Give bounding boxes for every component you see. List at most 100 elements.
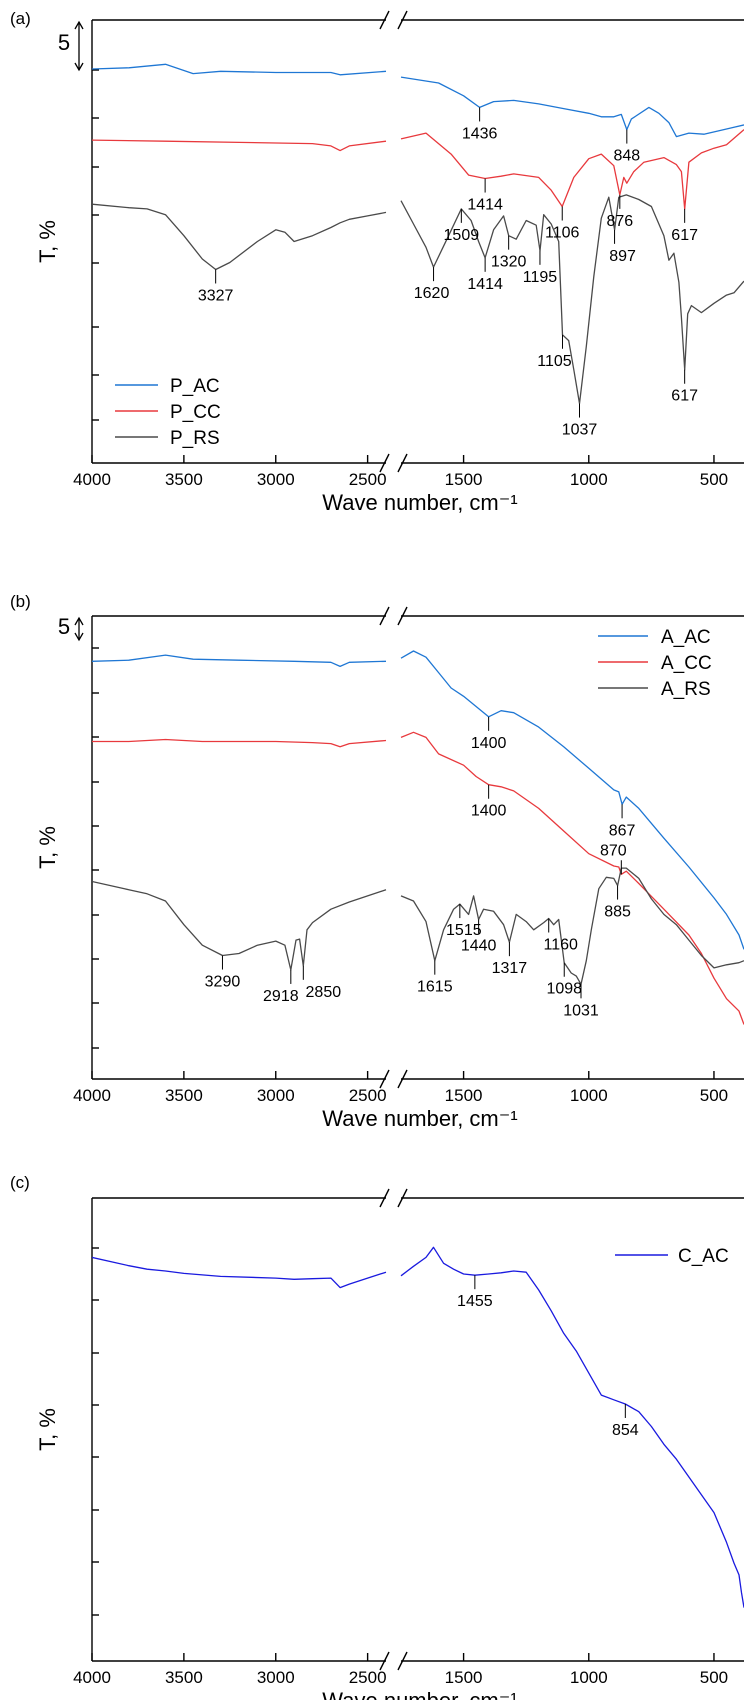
x-tick-label: 3500	[165, 1086, 203, 1105]
peak-annotation: 3327	[198, 269, 234, 304]
scale-bar-arrow-up	[74, 616, 84, 626]
panel-c: (c) 4000 3500 3000 2500 1500 1000 500 Wave numbe…	[10, 1173, 744, 1700]
peak-annotation: 1400	[471, 716, 507, 752]
annotation-label: 1320	[491, 254, 527, 271]
x-tick-label: 1500	[445, 470, 483, 489]
axis-break-mark-right	[397, 1188, 408, 1208]
peak-annotation: 867	[609, 804, 636, 839]
series-line-P_AC-low	[400, 76, 744, 138]
series-A_RS	[92, 867, 744, 985]
series-line-A_RS-low	[400, 867, 744, 985]
panel-label: (b)	[10, 592, 31, 611]
annotation-label: 617	[671, 388, 698, 405]
series-line-A_AC-high	[92, 654, 387, 668]
peak-annotation: 897	[609, 229, 636, 265]
legend-entry-A_CC: A_CC	[661, 653, 712, 674]
series-C_AC	[92, 1246, 744, 1608]
annotation-label: 870	[600, 842, 627, 859]
annotation-label: 1037	[562, 422, 598, 439]
y-ticks	[92, 69, 99, 421]
x-tick-label: 2500	[349, 1668, 387, 1687]
peak-annotation: 1509	[444, 208, 480, 244]
series-line-C_AC-low	[400, 1246, 744, 1608]
annotation-label: 1031	[563, 1002, 599, 1019]
x-tick-label: 4000	[73, 470, 111, 489]
peak-annotation: 1160	[544, 918, 578, 953]
peak-annotation: 876	[606, 194, 633, 230]
annotation-label: 3290	[205, 974, 241, 991]
peak-annotation: 1455	[457, 1275, 493, 1310]
axes-frame	[91, 10, 744, 473]
x-tick-label: 3000	[257, 1086, 295, 1105]
annotation-label: 2918	[263, 988, 299, 1005]
annotation-label: 1436	[462, 125, 498, 142]
annotation-label: 854	[612, 1422, 639, 1439]
x-tick-label: 3500	[165, 1668, 203, 1687]
legend-entry-P_AC: P_AC	[170, 376, 220, 397]
peak-annotation: 1400	[471, 784, 507, 820]
x-tick-label: 2500	[349, 1086, 387, 1105]
axis-break-mark-left	[379, 606, 390, 626]
axis-break-mark-left	[379, 10, 390, 30]
annotation-label: 897	[609, 248, 636, 265]
peak-annotation: 1440	[461, 919, 497, 955]
y-axis-label: T, %	[35, 220, 60, 263]
series-line-C_AC-high	[92, 1256, 387, 1289]
series-A_AC	[92, 650, 744, 950]
legend-entry-P_CC: P_CC	[170, 402, 221, 423]
annotation-label: 867	[609, 822, 636, 839]
axis-break-mark-right	[397, 10, 408, 30]
y-axis-label: T, %	[35, 826, 60, 869]
y-axis-label: T, %	[35, 1408, 60, 1451]
axes-frame	[91, 606, 744, 1089]
series-line-P_CC-low	[400, 129, 744, 210]
annotation-label: 876	[606, 213, 633, 230]
annotation-label: 848	[613, 148, 640, 165]
series-P_CC	[92, 129, 744, 210]
x-tick-label: 500	[700, 1086, 728, 1105]
annotation-label: 1615	[417, 979, 453, 996]
scale-bar	[74, 20, 84, 72]
x-axis-label: Wave number, cm⁻¹	[322, 1688, 517, 1700]
x-tick-label: 4000	[73, 1086, 111, 1105]
peak-annotation: 854	[612, 1403, 639, 1439]
series-line-A_RS-high	[92, 880, 387, 971]
panel-label: (a)	[10, 9, 31, 28]
scale-bar-arrow-up	[74, 20, 84, 30]
annotation-label: 1106	[545, 225, 580, 242]
annotation-label: 1317	[492, 960, 528, 977]
annotation-label: 1098	[546, 981, 582, 998]
annotation-label: 2850	[306, 984, 342, 1001]
peak-annotation: 1106	[545, 206, 580, 242]
axis-break-mark-right	[397, 1651, 408, 1671]
peak-annotation: 1320	[491, 235, 527, 271]
series-line-A_CC-high	[92, 738, 387, 748]
x-tick-label: 500	[700, 470, 728, 489]
peak-annotation: 1515	[446, 904, 482, 939]
peak-annotation: 1615	[417, 960, 453, 996]
y-ticks	[92, 1247, 99, 1616]
x-tick-label: 4000	[73, 1668, 111, 1687]
x-tick-label: 1000	[570, 1668, 608, 1687]
panel-label: (c)	[10, 1173, 30, 1192]
x-tick-label: 3000	[257, 1668, 295, 1687]
peak-annotation: 2850	[302, 965, 342, 1001]
scale-bar	[74, 616, 84, 642]
series-P_RS	[92, 194, 744, 405]
axis-break-mark-right	[397, 1069, 408, 1089]
annotation-label: 1509	[444, 227, 480, 244]
peak-annotation: 3290	[205, 955, 241, 991]
legend-entry-P_RS: P_RS	[170, 428, 220, 449]
peak-annotation: 2918	[263, 969, 299, 1005]
legend-entry-C_AC: C_AC	[678, 1246, 729, 1267]
legend-entry-A_AC: A_AC	[661, 627, 711, 648]
x-tick-label: 1500	[445, 1086, 483, 1105]
axis-break-mark-left	[379, 1069, 390, 1089]
peak-annotation: 1031	[563, 984, 599, 1019]
annotation-label: 617	[671, 227, 698, 244]
axis-break-mark-left	[379, 453, 390, 473]
axis-break-mark-right	[397, 606, 408, 626]
x-tick-label: 2500	[349, 470, 387, 489]
series-line-P_CC-high	[92, 139, 387, 152]
axis-break-mark-right	[397, 453, 408, 473]
